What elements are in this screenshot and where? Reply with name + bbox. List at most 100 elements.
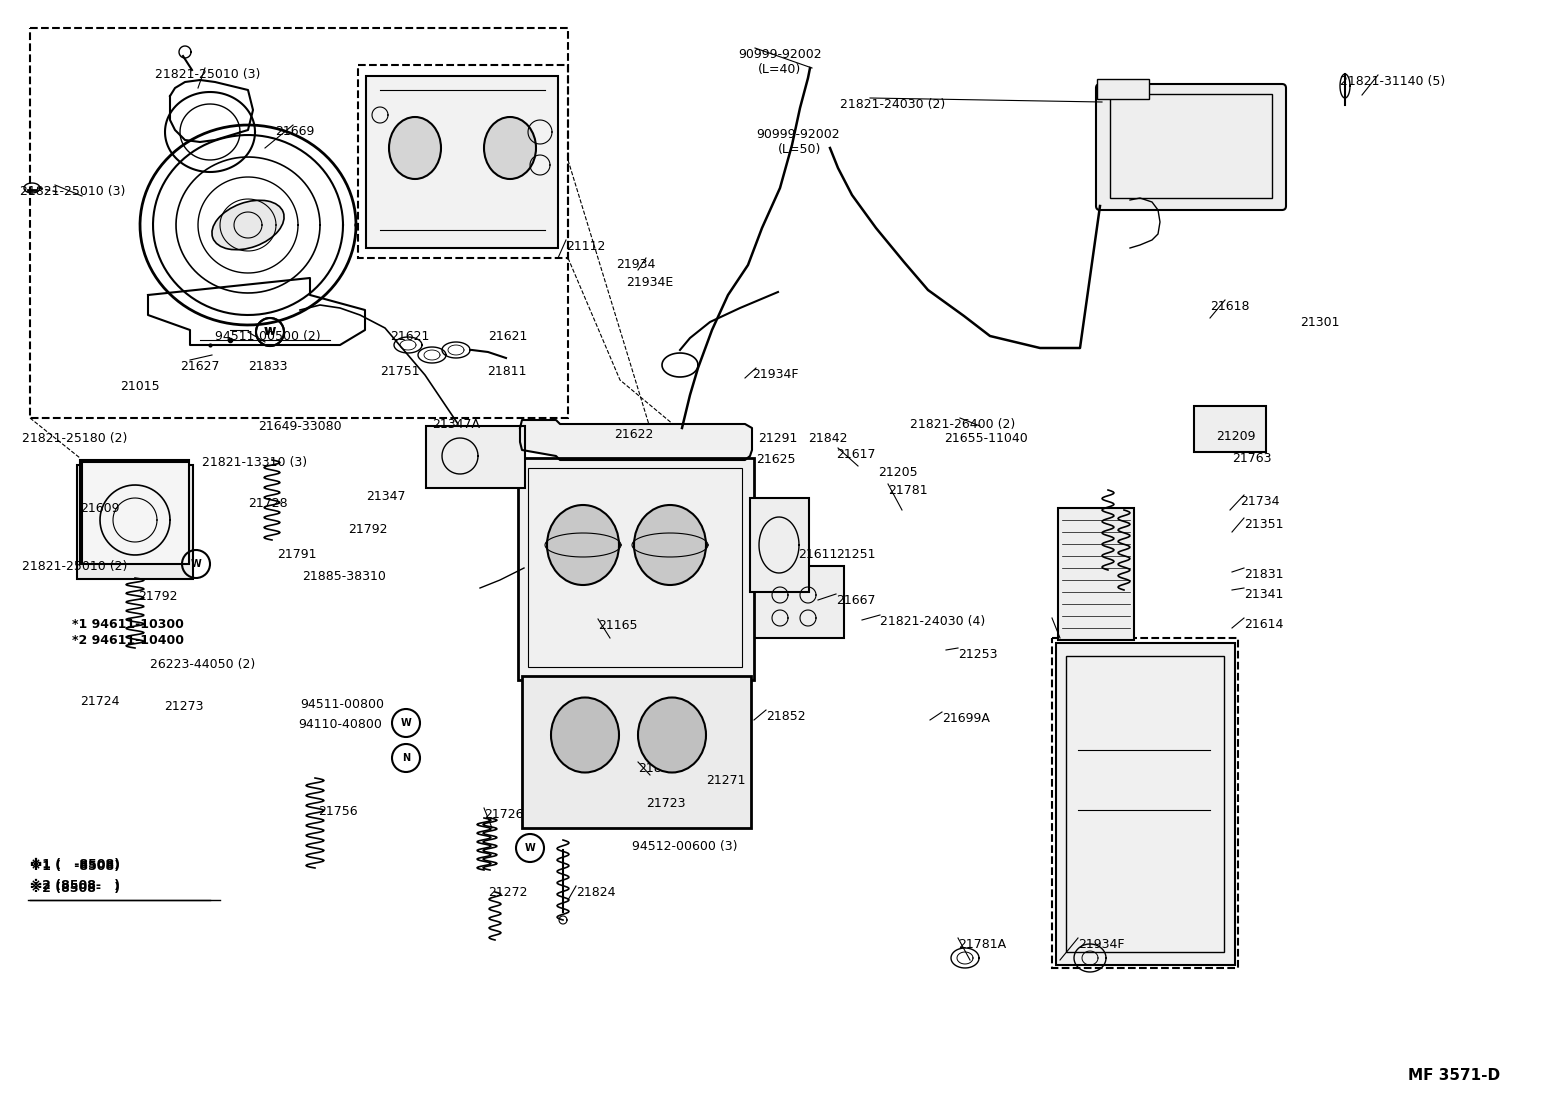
Text: *1 94611-10300: *1 94611-10300 — [71, 618, 183, 631]
Text: 21649-33080: 21649-33080 — [258, 420, 341, 433]
Text: 21347: 21347 — [366, 490, 405, 503]
Ellipse shape — [638, 698, 706, 773]
FancyBboxPatch shape — [518, 458, 754, 680]
Ellipse shape — [551, 698, 619, 773]
Bar — [29, 28, 568, 418]
Text: ※1 (   -8508): ※1 ( -8508) — [29, 860, 120, 873]
Text: 21301: 21301 — [1301, 316, 1339, 329]
Text: 21821-25010 (2): 21821-25010 (2) — [22, 560, 127, 573]
Ellipse shape — [390, 117, 441, 179]
Text: 21821-25010 (3): 21821-25010 (3) — [155, 68, 261, 82]
Ellipse shape — [213, 201, 284, 250]
Text: 21781A: 21781A — [958, 938, 1006, 951]
Text: ※1 (   -8508): ※1 ( -8508) — [29, 858, 120, 871]
Text: W: W — [265, 327, 275, 337]
Text: N: N — [402, 753, 410, 763]
Text: 21272: 21272 — [487, 886, 528, 899]
Text: 21792: 21792 — [348, 523, 388, 536]
Text: 21792: 21792 — [138, 590, 177, 603]
Text: MF 3571-D: MF 3571-D — [1408, 1068, 1501, 1083]
Text: 21724: 21724 — [81, 695, 120, 707]
Text: 21655-11040: 21655-11040 — [944, 432, 1027, 445]
Text: 21751: 21751 — [380, 365, 419, 378]
Text: 21726: 21726 — [484, 808, 523, 821]
Text: 21609: 21609 — [81, 503, 120, 515]
Ellipse shape — [635, 505, 706, 585]
Text: 21271: 21271 — [706, 774, 745, 787]
Text: 21821-25180 (2): 21821-25180 (2) — [22, 432, 127, 445]
Text: 21622: 21622 — [615, 428, 653, 441]
Text: 21821-24030 (4): 21821-24030 (4) — [880, 615, 986, 628]
Text: 21341: 21341 — [1245, 588, 1284, 601]
Text: 21881: 21881 — [638, 761, 678, 775]
Text: 21824: 21824 — [576, 886, 616, 899]
Text: 21611: 21611 — [798, 548, 838, 561]
Text: *2 94611-10400: *2 94611-10400 — [71, 634, 185, 647]
Text: 21821-26400 (2): 21821-26400 (2) — [909, 418, 1015, 431]
Text: 21821-13310 (3): 21821-13310 (3) — [202, 456, 307, 469]
FancyBboxPatch shape — [1097, 79, 1148, 99]
Bar — [1052, 638, 1238, 968]
FancyBboxPatch shape — [78, 465, 192, 579]
Text: 21015: 21015 — [120, 380, 160, 393]
Text: (L=40): (L=40) — [757, 63, 801, 76]
Text: 21273: 21273 — [165, 700, 203, 713]
FancyBboxPatch shape — [1055, 642, 1235, 965]
Text: 21165: 21165 — [598, 619, 638, 633]
FancyBboxPatch shape — [750, 498, 809, 592]
Text: 21791: 21791 — [276, 548, 317, 561]
Text: 21251: 21251 — [837, 548, 875, 561]
FancyBboxPatch shape — [425, 426, 525, 488]
FancyBboxPatch shape — [1193, 406, 1266, 452]
Text: 21781: 21781 — [888, 484, 928, 497]
Text: 21614: 21614 — [1245, 618, 1284, 631]
Text: 21209: 21209 — [1217, 430, 1256, 443]
Text: ※2 (8508-   ): ※2 (8508- ) — [29, 882, 120, 895]
Text: 94511-00800: 94511-00800 — [300, 698, 383, 711]
Text: 21934: 21934 — [616, 258, 655, 271]
Text: 21347A: 21347A — [431, 418, 480, 431]
Bar — [359, 65, 568, 258]
Text: 21699A: 21699A — [942, 712, 990, 725]
Text: 21253: 21253 — [958, 648, 998, 661]
Text: 21625: 21625 — [756, 453, 796, 466]
Text: 21351: 21351 — [1245, 518, 1284, 531]
Text: W: W — [191, 559, 202, 569]
Text: 94512-00600 (3): 94512-00600 (3) — [632, 840, 737, 853]
Ellipse shape — [484, 117, 535, 179]
Text: (L=50): (L=50) — [778, 143, 821, 156]
Text: 21205: 21205 — [878, 466, 917, 479]
Text: 21934F: 21934F — [753, 368, 798, 381]
Text: 21667: 21667 — [837, 594, 875, 607]
FancyBboxPatch shape — [366, 76, 559, 248]
Text: 21833: 21833 — [248, 360, 287, 372]
Text: 21821-24030 (2): 21821-24030 (2) — [840, 98, 945, 111]
Text: 21934F: 21934F — [1079, 938, 1125, 951]
Text: 21112: 21112 — [566, 240, 605, 253]
Text: 21734: 21734 — [1240, 495, 1279, 508]
Text: 26223-44050 (2): 26223-44050 (2) — [151, 658, 255, 671]
Text: 21831: 21831 — [1245, 568, 1284, 581]
Text: 21811: 21811 — [487, 365, 526, 378]
Text: W: W — [264, 327, 276, 337]
Text: 21291: 21291 — [757, 432, 798, 445]
Polygon shape — [520, 420, 753, 460]
Text: ※2 (8508-   ): ※2 (8508- ) — [29, 879, 120, 892]
Text: 21852: 21852 — [767, 710, 805, 723]
Text: 21669: 21669 — [275, 125, 315, 138]
FancyBboxPatch shape — [1096, 84, 1287, 210]
Text: 21621: 21621 — [390, 329, 430, 343]
Text: 21728: 21728 — [248, 497, 287, 510]
Text: 21763: 21763 — [1232, 452, 1271, 465]
Text: 21821-31140 (5): 21821-31140 (5) — [1339, 75, 1445, 88]
Text: 21627: 21627 — [180, 360, 219, 372]
Text: 21756: 21756 — [318, 804, 357, 818]
Text: 94511-00500 (2): 94511-00500 (2) — [216, 329, 321, 343]
Text: 21618: 21618 — [1211, 300, 1249, 313]
Ellipse shape — [546, 505, 619, 585]
FancyBboxPatch shape — [521, 676, 751, 828]
Text: 94110-40800: 94110-40800 — [298, 719, 382, 731]
Text: 21621: 21621 — [487, 329, 528, 343]
Text: 21821-25010 (3): 21821-25010 (3) — [20, 185, 126, 198]
FancyBboxPatch shape — [81, 460, 189, 564]
